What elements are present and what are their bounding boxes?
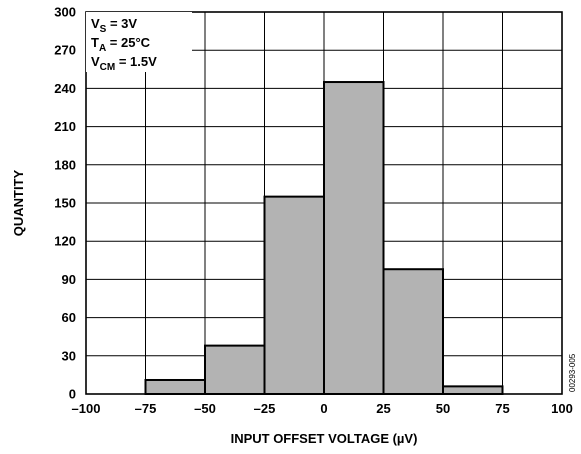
condition-line: TA = 25°C [91,35,151,54]
histogram-bar [323,81,385,396]
x-tick-label: 100 [551,401,573,416]
condition-line: VCM = 1.5V [91,54,157,73]
y-tick-label: 30 [62,348,76,363]
y-tick-label: 0 [69,387,76,402]
histogram-bar [382,268,444,396]
y-tick-label: 180 [54,157,76,172]
x-tick-label: –25 [254,401,276,416]
x-tick-label: 25 [376,401,390,416]
figure-id: 00293-005 [568,353,577,392]
x-tick-label: –50 [194,401,216,416]
y-tick-label: 60 [62,310,76,325]
x-axis-title: INPUT OFFSET VOLTAGE (µV) [231,431,418,446]
plot-frame [85,11,563,395]
x-tick-label: 50 [436,401,450,416]
histogram-bar [442,385,504,395]
y-tick-label: 150 [54,196,76,211]
bars [144,81,504,396]
y-tick-label: 120 [54,234,76,249]
x-tick-label: –75 [135,401,157,416]
x-tick-label: 0 [320,401,327,416]
condition-line: VS = 3V [91,16,137,35]
histogram-bar [263,195,325,395]
y-tick-label: 270 [54,43,76,58]
x-tick-label: –100 [72,401,101,416]
y-tick-label: 300 [54,5,76,20]
x-tick-labels: –100 –75 –50 –25 0 25 50 75 100 [72,401,573,416]
y-tick-labels: 0 30 60 90 120 150 180 210 240 270 300 [54,5,76,402]
y-tick-label: 240 [54,81,76,96]
conditions-background [86,12,192,72]
histogram-bar [204,344,266,396]
y-tick-label: 210 [54,119,76,134]
y-tick-label: 90 [62,272,76,287]
x-tick-label: 75 [495,401,509,416]
histogram-bar [144,378,206,396]
y-axis-title: QUANTITY [11,169,26,236]
